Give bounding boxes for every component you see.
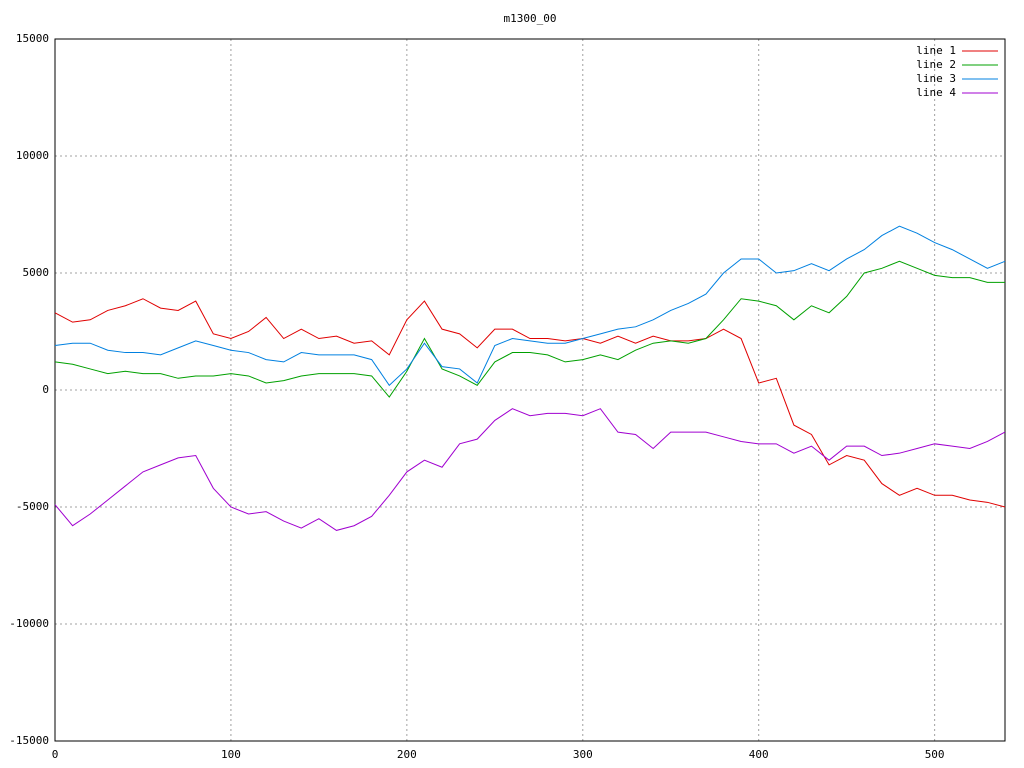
x-tick-label: 300: [573, 748, 593, 761]
x-tick-label: 100: [221, 748, 241, 761]
y-tick-label: 10000: [16, 149, 49, 162]
x-tick-label: 200: [397, 748, 417, 761]
legend-label: line 1: [916, 44, 956, 57]
chart-title: m1300_00: [504, 12, 557, 25]
plot-border: [54, 38, 1006, 742]
y-tick-label: 15000: [16, 32, 49, 45]
y-tick-label: 5000: [23, 266, 50, 279]
legend-label: line 4: [916, 86, 956, 99]
y-tick-label: 0: [42, 383, 49, 396]
data-line: [54, 298, 1006, 508]
data-line: [54, 260, 1005, 398]
data-line: [54, 225, 1006, 387]
y-tick-label: -5000: [16, 500, 49, 513]
data-line: [54, 408, 1006, 531]
legend-label: line 2: [916, 58, 956, 71]
y-tick-label: -10000: [9, 617, 49, 630]
x-tick-label: 0: [52, 748, 59, 761]
y-tick-label: -15000: [9, 734, 49, 747]
x-tick-label: 500: [925, 748, 945, 761]
legend-label: line 3: [916, 72, 956, 85]
x-tick-label: 400: [749, 748, 769, 761]
